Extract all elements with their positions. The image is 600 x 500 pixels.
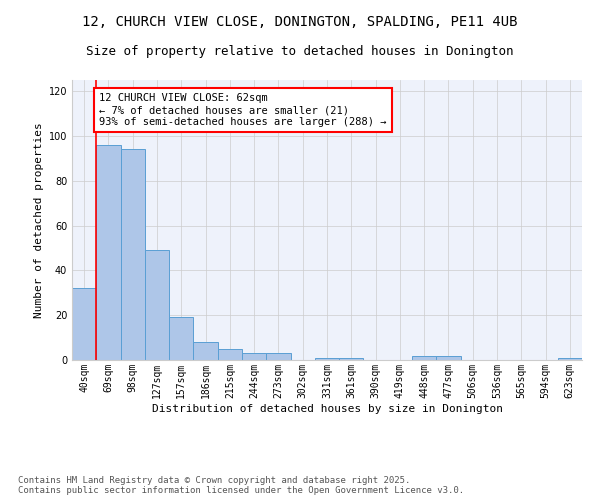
Text: Contains HM Land Registry data © Crown copyright and database right 2025.
Contai: Contains HM Land Registry data © Crown c…: [18, 476, 464, 495]
Bar: [436, 356, 461, 360]
Bar: [72, 288, 96, 360]
Text: 12, CHURCH VIEW CLOSE, DONINGTON, SPALDING, PE11 4UB: 12, CHURCH VIEW CLOSE, DONINGTON, SPALDI…: [82, 15, 518, 29]
Text: Size of property relative to detached houses in Donington: Size of property relative to detached ho…: [86, 45, 514, 58]
Bar: [145, 250, 169, 360]
Bar: [558, 358, 582, 360]
Bar: [96, 145, 121, 360]
Text: 12 CHURCH VIEW CLOSE: 62sqm
← 7% of detached houses are smaller (21)
93% of semi: 12 CHURCH VIEW CLOSE: 62sqm ← 7% of deta…: [99, 94, 387, 126]
Bar: [193, 342, 218, 360]
Bar: [412, 356, 436, 360]
Bar: [121, 150, 145, 360]
X-axis label: Distribution of detached houses by size in Donington: Distribution of detached houses by size …: [151, 404, 503, 413]
Bar: [218, 349, 242, 360]
Bar: [315, 358, 339, 360]
Bar: [242, 354, 266, 360]
Bar: [266, 354, 290, 360]
Bar: [339, 358, 364, 360]
Y-axis label: Number of detached properties: Number of detached properties: [34, 122, 44, 318]
Bar: [169, 318, 193, 360]
